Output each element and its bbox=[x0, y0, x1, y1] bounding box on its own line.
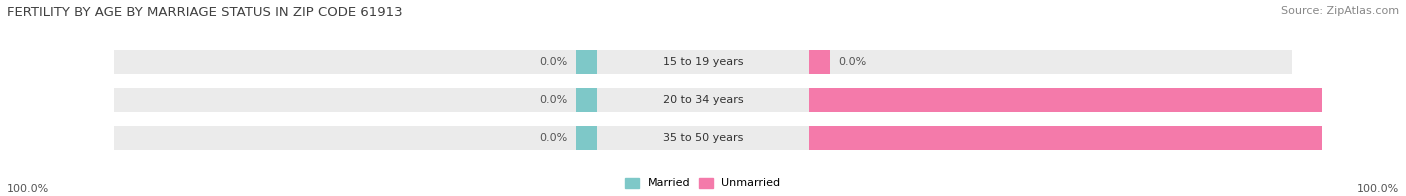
Text: 35 to 50 years: 35 to 50 years bbox=[662, 133, 744, 143]
Bar bbox=[576, 126, 598, 150]
Bar bbox=[576, 88, 598, 112]
Text: 0.0%: 0.0% bbox=[540, 95, 568, 105]
Text: 20 to 34 years: 20 to 34 years bbox=[662, 95, 744, 105]
Bar bbox=[808, 126, 1398, 150]
Bar bbox=[114, 50, 1292, 74]
Text: 15 to 19 years: 15 to 19 years bbox=[662, 57, 744, 67]
Bar bbox=[576, 50, 598, 74]
Bar bbox=[114, 88, 1292, 112]
Text: 100.0%: 100.0% bbox=[1357, 184, 1399, 194]
Text: FERTILITY BY AGE BY MARRIAGE STATUS IN ZIP CODE 61913: FERTILITY BY AGE BY MARRIAGE STATUS IN Z… bbox=[7, 6, 402, 19]
Text: 0.0%: 0.0% bbox=[838, 57, 866, 67]
Bar bbox=[808, 50, 830, 74]
Text: 100.0%: 100.0% bbox=[7, 184, 49, 194]
Bar bbox=[808, 88, 1398, 112]
Text: Source: ZipAtlas.com: Source: ZipAtlas.com bbox=[1281, 6, 1399, 16]
Text: 0.0%: 0.0% bbox=[540, 57, 568, 67]
Bar bbox=[114, 126, 1292, 150]
Text: 0.0%: 0.0% bbox=[540, 133, 568, 143]
Legend: Married, Unmarried: Married, Unmarried bbox=[626, 178, 780, 189]
